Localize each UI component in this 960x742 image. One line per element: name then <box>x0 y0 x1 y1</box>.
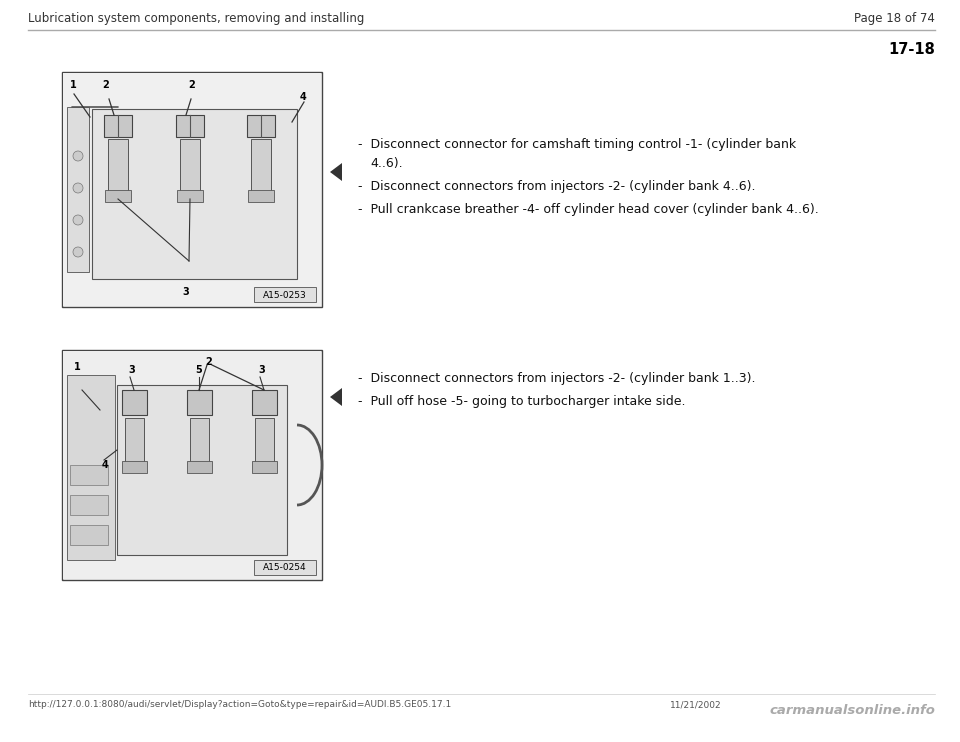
Text: A15-0253: A15-0253 <box>263 291 307 300</box>
Bar <box>187 390 212 415</box>
Text: carmanualsonline.info: carmanualsonline.info <box>769 704 935 717</box>
Text: -  Pull crankcase breather -4- off cylinder head cover (cylinder bank 4..6).: - Pull crankcase breather -4- off cylind… <box>358 203 819 216</box>
Bar <box>176 115 204 137</box>
Bar <box>187 461 212 473</box>
Text: 1: 1 <box>74 362 81 372</box>
Bar <box>255 418 274 465</box>
Bar <box>104 115 132 137</box>
Bar <box>62 72 322 307</box>
Bar <box>117 385 287 555</box>
Text: -  Disconnect connectors from injectors -2- (cylinder bank 4..6).: - Disconnect connectors from injectors -… <box>358 180 756 193</box>
Text: 3: 3 <box>182 287 189 297</box>
Text: http://127.0.0.1:8080/audi/servlet/Display?action=Goto&type=repair&id=AUDI.B5.GE: http://127.0.0.1:8080/audi/servlet/Displ… <box>28 700 451 709</box>
Bar <box>63 351 321 579</box>
Bar <box>254 560 316 575</box>
Text: A15-0254: A15-0254 <box>263 563 307 573</box>
Circle shape <box>73 151 83 161</box>
Text: 5: 5 <box>195 365 202 375</box>
Text: 4: 4 <box>102 460 108 470</box>
Bar <box>177 190 203 202</box>
Bar <box>70 465 108 485</box>
Bar <box>108 139 128 194</box>
Text: Lubrication system components, removing and installing: Lubrication system components, removing … <box>28 12 365 25</box>
Text: 2: 2 <box>205 357 212 367</box>
Circle shape <box>73 183 83 193</box>
Text: -  Disconnect connector for camshaft timing control -1- (cylinder bank: - Disconnect connector for camshaft timi… <box>358 138 796 151</box>
Bar <box>247 115 275 137</box>
Text: -  Pull off hose -5- going to turbocharger intake side.: - Pull off hose -5- going to turbocharge… <box>358 395 685 408</box>
Bar <box>67 375 115 560</box>
Bar <box>122 390 147 415</box>
Polygon shape <box>330 388 342 406</box>
Bar <box>248 190 274 202</box>
Bar <box>254 287 316 302</box>
Bar <box>67 107 89 272</box>
Bar <box>251 139 271 194</box>
Bar <box>122 461 147 473</box>
Text: 4..6).: 4..6). <box>370 157 402 170</box>
Text: 2: 2 <box>102 80 108 90</box>
Bar <box>125 418 144 465</box>
Bar <box>62 350 322 580</box>
Text: Page 18 of 74: Page 18 of 74 <box>854 12 935 25</box>
Bar <box>252 390 277 415</box>
Bar <box>92 109 297 279</box>
Bar <box>105 190 131 202</box>
Text: 3: 3 <box>258 365 265 375</box>
Bar <box>70 495 108 515</box>
Circle shape <box>73 247 83 257</box>
Text: 2: 2 <box>188 80 195 90</box>
Text: 4: 4 <box>300 92 307 102</box>
Bar <box>252 461 277 473</box>
Text: 1: 1 <box>70 80 77 90</box>
Text: -  Disconnect connectors from injectors -2- (cylinder bank 1..3).: - Disconnect connectors from injectors -… <box>358 372 756 385</box>
Text: 17-18: 17-18 <box>888 42 935 57</box>
Bar <box>180 139 200 194</box>
Text: 11/21/2002: 11/21/2002 <box>670 700 722 709</box>
Circle shape <box>73 215 83 225</box>
Bar <box>190 418 209 465</box>
Text: 3: 3 <box>128 365 134 375</box>
Bar <box>63 73 321 306</box>
Bar <box>70 525 108 545</box>
Polygon shape <box>330 163 342 181</box>
